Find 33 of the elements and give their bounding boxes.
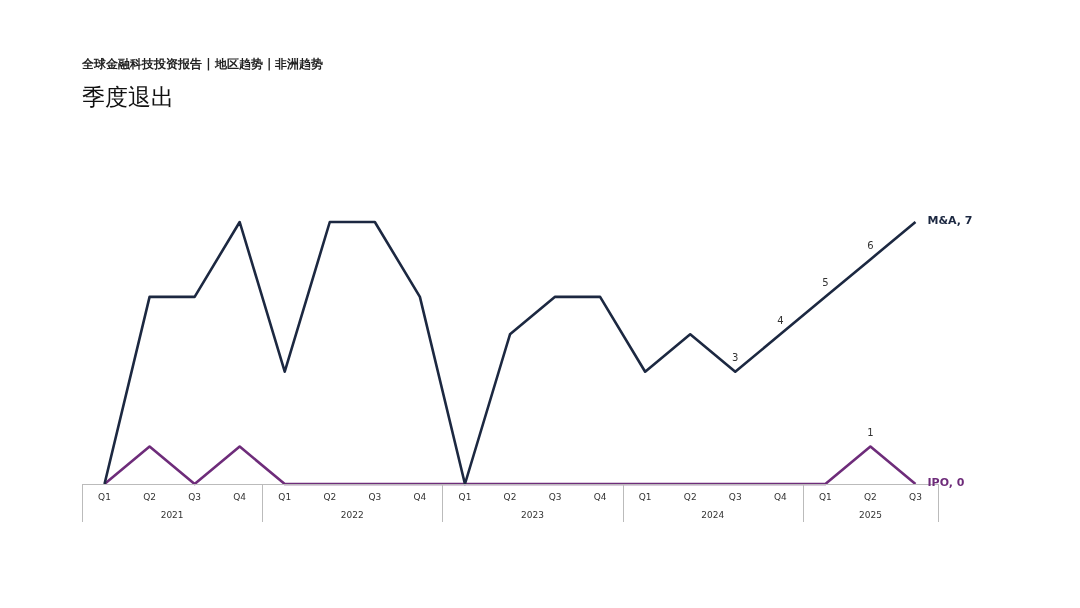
chart-title: 季度退出 xyxy=(82,83,174,112)
text: 2021 xyxy=(160,510,184,521)
x-tick-label: Q2 xyxy=(143,491,156,502)
data-label: M&A, 7 xyxy=(927,213,973,227)
x-tick-label: Q1 xyxy=(458,491,472,502)
data-label: 1 xyxy=(867,427,874,439)
x-tick-label: Q4 xyxy=(773,491,787,502)
x-tick-label: Q1 xyxy=(98,491,111,502)
x-tick-label: Q3 xyxy=(188,491,202,502)
x-tick-label: Q1 xyxy=(818,491,832,502)
x-tick-label: Q3 xyxy=(728,491,742,502)
x-tick-label: Q1 xyxy=(638,491,652,502)
x-tick-label: Q3 xyxy=(548,491,562,502)
text: 2025 xyxy=(858,510,882,521)
data-label: 5 xyxy=(822,277,829,289)
text: 2022 xyxy=(340,510,364,521)
x-tick-label: Q4 xyxy=(413,491,427,502)
chart-subtitle: 全球金融科技投资报告 | 地区趋势 | 非洲趋势 xyxy=(82,56,324,73)
x-tick-label: Q2 xyxy=(864,491,877,502)
text: 2023 xyxy=(521,510,544,521)
x-tick-label: Q4 xyxy=(233,491,247,502)
x-tick-label: Q2 xyxy=(503,491,517,502)
x-tick-label: Q3 xyxy=(909,491,922,502)
x-tick-label: Q3 xyxy=(368,491,382,502)
x-tick-label: Q2 xyxy=(683,491,697,502)
data-label: IPO, 0 xyxy=(927,475,965,489)
x-tick-label: Q2 xyxy=(323,491,337,502)
data-label: 3 xyxy=(732,352,739,364)
text: 2024 xyxy=(701,510,725,521)
data-label: 6 xyxy=(867,240,874,252)
data-label: 4 xyxy=(777,314,784,326)
x-tick-label: Q4 xyxy=(593,491,607,502)
x-tick-label: Q1 xyxy=(278,491,292,502)
